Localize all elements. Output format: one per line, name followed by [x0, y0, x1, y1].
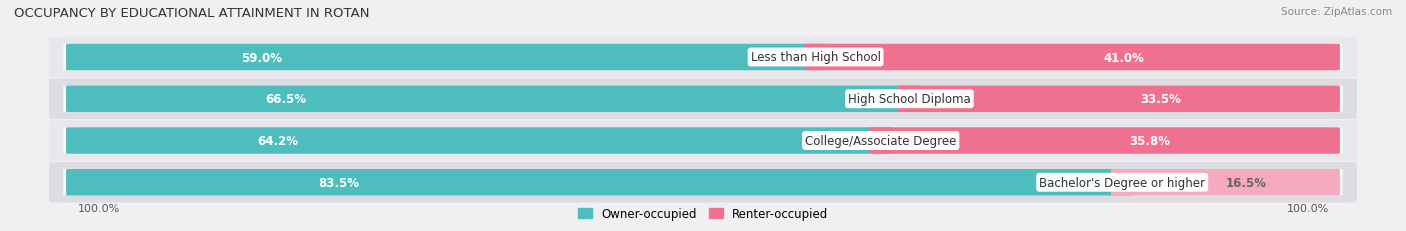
Text: 41.0%: 41.0%: [1104, 51, 1144, 64]
FancyBboxPatch shape: [63, 44, 1343, 71]
FancyBboxPatch shape: [66, 169, 1133, 196]
FancyBboxPatch shape: [804, 45, 1340, 71]
Text: 35.8%: 35.8%: [1129, 134, 1170, 147]
FancyBboxPatch shape: [869, 128, 1340, 154]
Text: 83.5%: 83.5%: [318, 176, 359, 189]
FancyBboxPatch shape: [63, 86, 1343, 113]
Text: High School Diploma: High School Diploma: [848, 93, 972, 106]
FancyBboxPatch shape: [49, 38, 1357, 78]
FancyBboxPatch shape: [49, 79, 1357, 119]
FancyBboxPatch shape: [63, 128, 1343, 154]
FancyBboxPatch shape: [898, 86, 1340, 112]
FancyBboxPatch shape: [49, 121, 1357, 161]
Text: 100.0%: 100.0%: [77, 203, 120, 213]
FancyBboxPatch shape: [66, 86, 921, 112]
Text: 33.5%: 33.5%: [1140, 93, 1181, 106]
Text: College/Associate Degree: College/Associate Degree: [806, 134, 956, 147]
Text: 59.0%: 59.0%: [242, 51, 283, 64]
Text: Source: ZipAtlas.com: Source: ZipAtlas.com: [1281, 7, 1392, 17]
FancyBboxPatch shape: [63, 169, 1343, 196]
Text: 100.0%: 100.0%: [1286, 203, 1329, 213]
Text: 64.2%: 64.2%: [257, 134, 298, 147]
Text: 66.5%: 66.5%: [264, 93, 307, 106]
Text: Less than High School: Less than High School: [751, 51, 880, 64]
Text: 16.5%: 16.5%: [1226, 176, 1267, 189]
Text: OCCUPANCY BY EDUCATIONAL ATTAINMENT IN ROTAN: OCCUPANCY BY EDUCATIONAL ATTAINMENT IN R…: [14, 7, 370, 20]
FancyBboxPatch shape: [66, 45, 827, 71]
FancyBboxPatch shape: [1111, 169, 1340, 196]
Text: Bachelor's Degree or higher: Bachelor's Degree or higher: [1039, 176, 1205, 189]
FancyBboxPatch shape: [66, 128, 891, 154]
FancyBboxPatch shape: [49, 162, 1357, 203]
Legend: Owner-occupied, Renter-occupied: Owner-occupied, Renter-occupied: [572, 203, 834, 225]
